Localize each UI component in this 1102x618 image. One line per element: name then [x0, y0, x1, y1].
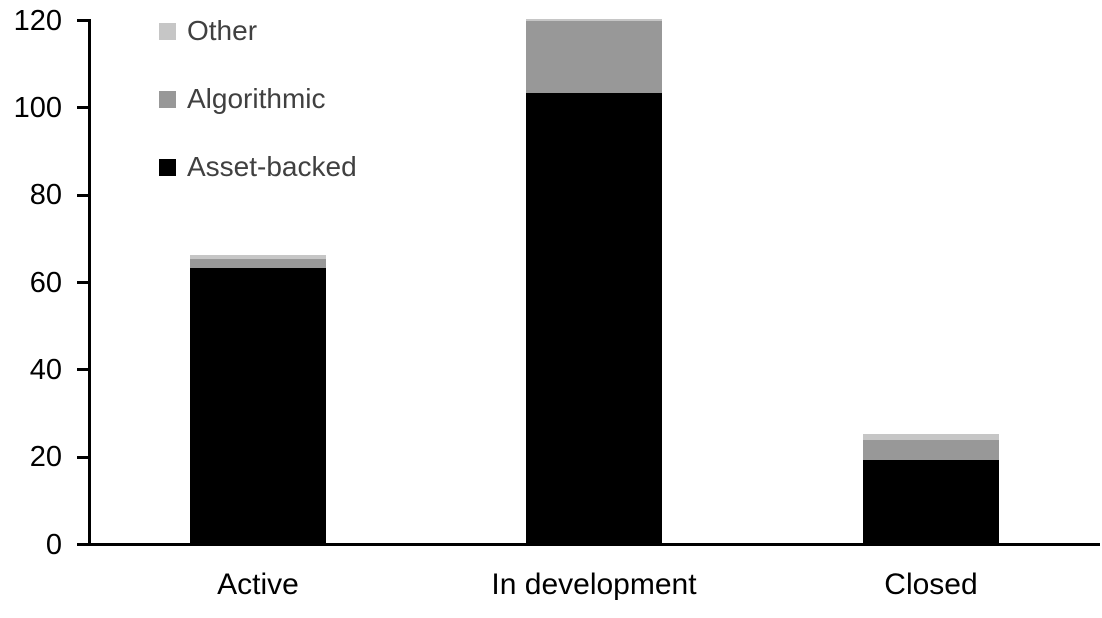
y-tick-mark: [77, 281, 89, 284]
chart-legend: Other Algorithmic Asset-backed: [159, 17, 357, 221]
x-category-label: Active: [217, 568, 299, 601]
bar-segment-other: [526, 19, 662, 22]
legend-item: Asset-backed: [159, 153, 357, 181]
y-axis-line: [88, 19, 91, 546]
y-tick-mark: [77, 368, 89, 372]
bar-stack: [526, 19, 662, 543]
bar-stack: [863, 433, 999, 543]
y-tick-mark: [77, 193, 89, 197]
bar-segment-algorithmic: [863, 440, 999, 461]
bar-segment-asset-backed: [526, 93, 662, 543]
bar-segment-algorithmic: [526, 21, 662, 94]
bar-segment-other: [863, 433, 999, 441]
x-category-label: Closed: [884, 568, 978, 601]
y-tick-label: 0: [45, 528, 62, 561]
y-tick-label: 100: [13, 91, 62, 124]
legend-swatch: [159, 22, 176, 40]
bar-segment-asset-backed: [190, 267, 326, 543]
legend-swatch: [159, 90, 176, 108]
legend-item: Algorithmic: [159, 85, 357, 113]
legend-label: Other: [187, 15, 258, 46]
bar-segment-other: [190, 254, 326, 260]
y-tick-label: 120: [13, 4, 62, 37]
bar-stack: [190, 254, 326, 543]
y-tick-mark: [77, 106, 89, 110]
legend-swatch: [159, 158, 176, 176]
bar-segment-asset-backed: [863, 460, 999, 543]
y-tick-mark: [77, 19, 89, 22]
legend-label: Asset-backed: [187, 151, 357, 182]
y-tick-label: 40: [29, 353, 62, 386]
y-tick-label: 80: [29, 179, 62, 212]
bar-segment-algorithmic: [190, 259, 326, 268]
x-category-label: In development: [491, 568, 697, 601]
x-axis-line: [77, 543, 1100, 546]
y-tick-mark: [77, 455, 89, 459]
legend-item: Other: [159, 17, 357, 45]
y-tick-label: 60: [29, 266, 62, 299]
y-tick-label: 20: [29, 441, 62, 474]
legend-label: Algorithmic: [187, 83, 326, 114]
